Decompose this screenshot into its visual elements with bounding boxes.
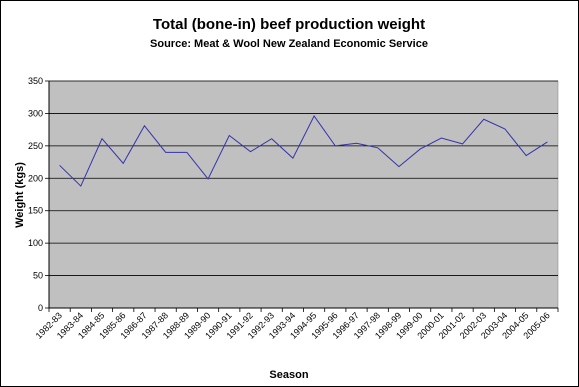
data-point [207,178,209,180]
data-point [101,138,103,140]
plot-area [48,80,559,309]
data-point [546,141,548,143]
x-axis-label: Season [269,369,308,381]
y-tick-label: 200 [28,173,43,183]
data-point [440,137,442,139]
data-point [419,148,421,150]
data-point [483,118,485,120]
data-point [525,155,527,157]
data-point [313,115,315,117]
data-point [271,138,273,140]
y-tick-label: 250 [28,141,43,151]
chart-subtitle: Source: Meat & Wool New Zealand Economic… [150,38,428,50]
data-point [143,125,145,127]
data-point [80,185,82,187]
y-tick-label: 0 [38,303,43,313]
data-point [249,151,251,153]
grid-lines [49,80,558,309]
y-axis-label: Weight (kgs) [14,162,26,228]
data-point [228,134,230,136]
y-tick-label: 50 [33,271,43,281]
y-axis: 0 50 100 150 200 250 300 350 [28,76,50,313]
y-tick-label: 350 [28,76,43,86]
chart-title: Total (bone-in) beef production weight [153,16,425,33]
data-point [504,128,506,130]
data-point [356,142,358,144]
data-point [59,164,61,166]
y-tick-label: 100 [28,238,43,248]
data-point [165,151,167,153]
data-point [462,143,464,145]
data-point [334,145,336,147]
data-point [398,166,400,168]
data-point [186,151,188,153]
series-layer [59,115,548,187]
y-tick-label: 150 [28,206,43,216]
data-point [122,162,124,164]
y-tick-label: 300 [28,108,43,118]
x-axis: 1982-831983-841984-851985-861986-871987-… [34,307,559,341]
data-point [292,157,294,159]
series-line [59,115,548,187]
data-point [377,147,379,149]
